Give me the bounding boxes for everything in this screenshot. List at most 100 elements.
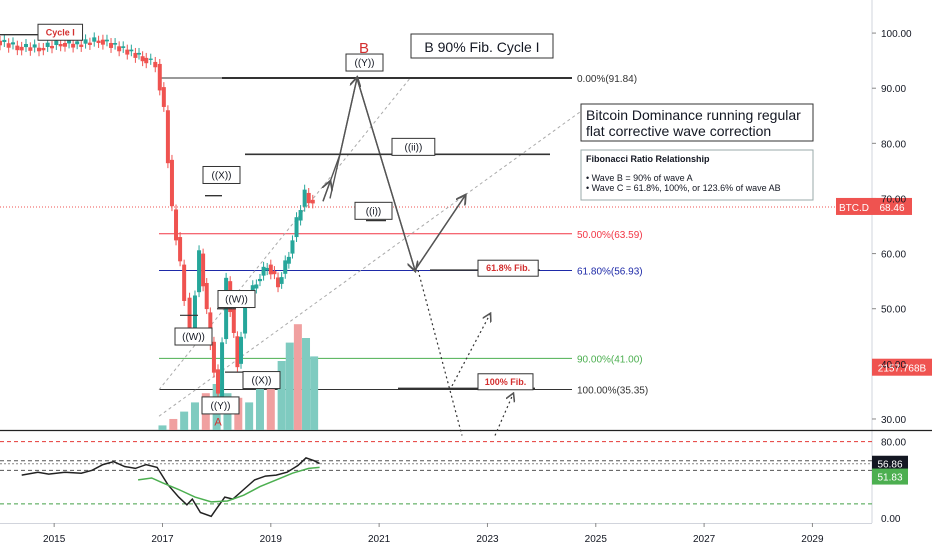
fib-box-line: • Wave C = 61.8%, 100%, or 123.6% of wav… <box>586 183 781 193</box>
fib-level-label: 0.00%(91.84) <box>577 74 637 85</box>
price-tag-symbol: BTC.D <box>839 203 869 214</box>
oscillator-value-tag-bg <box>872 468 908 485</box>
volume-bar <box>255 388 264 430</box>
candle-body <box>178 237 183 262</box>
candle-body <box>153 61 158 68</box>
candle-body <box>49 45 54 49</box>
candle-body <box>211 341 216 373</box>
trendline-lower <box>158 104 591 417</box>
candle-body <box>148 58 153 60</box>
candle-body <box>125 49 130 55</box>
candle-body <box>32 44 37 48</box>
candle-body <box>117 46 122 52</box>
volume-bar <box>169 418 178 430</box>
wave-label-X-box <box>202 165 241 184</box>
candle-body <box>10 42 15 45</box>
fib-box-border <box>580 149 814 201</box>
volume-bar <box>158 425 167 430</box>
drawing-layer <box>0 0 932 527</box>
candle-body <box>220 342 225 397</box>
candle-body <box>71 43 76 48</box>
projection-arrow <box>339 78 357 155</box>
x-tick-label: 2015 <box>43 534 66 545</box>
y-tick-label: 100.00 <box>881 29 912 40</box>
price-tag-value: 68.46 <box>879 203 904 214</box>
x-tick-label: 2027 <box>693 534 716 545</box>
candle-body <box>165 110 170 164</box>
x-tick-label: 2019 <box>260 534 283 545</box>
wave-label-i: ((i)) <box>366 206 382 217</box>
candle-body <box>96 40 101 43</box>
candle-body <box>204 282 209 310</box>
x-tick-label: 2017 <box>151 534 174 545</box>
note-box-line: Bitcoin Dominance running regular <box>586 107 801 123</box>
wave-label-Y-low-box <box>201 396 240 415</box>
candle-body <box>265 267 270 271</box>
candle-body <box>79 44 84 47</box>
wave-label-W: ((W)) <box>225 295 248 306</box>
volume-tag-bg <box>872 358 932 376</box>
candle-body <box>157 63 162 91</box>
volume-bar <box>180 411 189 430</box>
candle-body <box>100 39 105 45</box>
candle-body <box>174 209 179 241</box>
wave-label-X-low-box <box>242 371 281 390</box>
candle-body <box>283 260 288 274</box>
candle-body <box>62 43 67 47</box>
projection-dotted <box>417 269 463 436</box>
fib-tag-618-box <box>477 259 539 277</box>
candle-body <box>306 192 311 204</box>
x-tick-label: 2025 <box>585 534 608 545</box>
candle-body <box>19 46 24 51</box>
candle-body <box>302 189 307 207</box>
candle-body <box>45 42 50 47</box>
candle-body <box>254 284 259 289</box>
candle-body <box>268 264 273 275</box>
y-tick-label: 80.00 <box>881 139 906 150</box>
candle-body <box>169 159 174 207</box>
projection-arrow <box>414 196 465 271</box>
candle-body <box>216 369 220 394</box>
y-tick-label: 30.00 <box>881 415 906 426</box>
y-tick-label: 60.00 <box>881 250 906 261</box>
candle-body <box>28 47 33 51</box>
candle-body <box>279 277 284 284</box>
candle-body <box>41 47 46 51</box>
title-box-border <box>410 33 554 59</box>
candle-body <box>140 56 145 62</box>
wave-label-X-low: ((X)) <box>252 376 272 387</box>
wave-label-ii: ((ii)) <box>405 142 423 153</box>
candle-body <box>121 46 126 48</box>
volume-tag-value: 2157.768B <box>878 364 927 375</box>
volume-bar <box>302 338 311 430</box>
wave-label-ii-box <box>391 137 436 156</box>
volume-bar <box>190 402 199 430</box>
candle-body <box>58 43 63 47</box>
fib-level-label: 50.00%(63.59) <box>577 230 643 241</box>
y-tick-label: 40.00 <box>881 360 906 371</box>
oscillator-value-tag: 56.86 <box>877 460 902 471</box>
cycle-tag-box <box>37 23 84 41</box>
candle-body <box>187 297 192 328</box>
wave-label-W-low: ((W)) <box>182 332 205 343</box>
candle-body <box>23 43 28 48</box>
volume-bar <box>310 356 319 430</box>
wave-label-Y-low: ((Y)) <box>211 401 231 412</box>
x-tick-label: 2029 <box>801 534 824 545</box>
candle-body <box>87 42 92 45</box>
candle-body <box>182 264 187 301</box>
volume-bar <box>245 402 254 430</box>
fib-box-title: Fibonacci Ratio Relationship <box>586 154 710 164</box>
fib-box-line: • Wave B = 90% of wave A <box>586 173 693 183</box>
candle-body <box>239 336 244 364</box>
fib-tag-618: 61.8% Fib. <box>486 263 530 273</box>
candle-body <box>104 39 109 42</box>
candle-body <box>192 295 197 331</box>
candle-body <box>137 52 142 55</box>
candle-body <box>144 57 149 64</box>
oscillator-value-tag: 51.83 <box>877 473 902 484</box>
candle-body <box>257 278 262 282</box>
candle-body <box>2 39 7 43</box>
